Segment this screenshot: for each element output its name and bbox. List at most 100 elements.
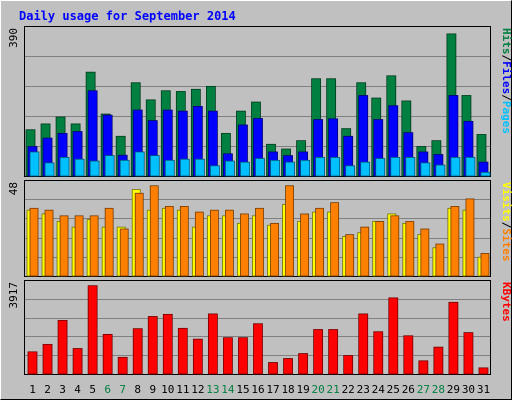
bar-sites-day-5 xyxy=(89,215,99,277)
x-tick-label-day-29: 29 xyxy=(447,383,460,396)
bar-sites-day-23 xyxy=(360,226,370,277)
bar-sites-day-17 xyxy=(270,222,279,277)
bar-pages-day-18 xyxy=(285,161,295,177)
bar-sites-day-6 xyxy=(104,207,114,277)
x-tick-label-day-17: 17 xyxy=(266,383,279,396)
x-tick-label-day-20: 20 xyxy=(312,383,325,396)
bar-pages-day-13 xyxy=(209,165,220,177)
bar-sites-day-10 xyxy=(164,206,174,277)
bar-kbytes-day-13 xyxy=(207,313,218,375)
bar-pages-day-25 xyxy=(390,157,401,177)
x-tick-label-day-28: 28 xyxy=(432,383,445,396)
bar-pages-day-23 xyxy=(360,161,371,177)
bar-kbytes-day-14 xyxy=(223,337,233,375)
x-tick-label-day-4: 4 xyxy=(74,383,81,396)
bar-kbytes-day-7 xyxy=(117,356,128,375)
bar-kbytes-day-26 xyxy=(403,335,414,375)
bar-sites-day-28 xyxy=(435,243,445,277)
bar-kbytes-day-31 xyxy=(478,367,489,375)
x-tick-label-day-6: 6 xyxy=(104,383,111,396)
bar-pages-day-31 xyxy=(480,171,491,177)
bar-kbytes-day-24 xyxy=(373,331,384,375)
bar-pages-day-14 xyxy=(225,160,235,177)
bar-kbytes-day-4 xyxy=(72,348,83,375)
bar-pages-day-20 xyxy=(315,157,326,177)
x-tick-label-day-13: 13 xyxy=(206,383,219,396)
bar-kbytes-day-15 xyxy=(238,337,248,375)
bar-sites-day-31 xyxy=(480,253,490,277)
bar-kbytes-day-16 xyxy=(253,323,263,375)
bar-pages-day-21 xyxy=(330,157,341,177)
bar-sites-day-13 xyxy=(209,209,219,277)
x-tick-label-day-22: 22 xyxy=(342,383,355,396)
bar-sites-day-12 xyxy=(194,211,204,277)
x-tick-label-day-18: 18 xyxy=(281,383,294,396)
bar-kbytes-day-3 xyxy=(57,319,68,375)
bar-pages-day-16 xyxy=(255,158,265,177)
legend-label-kbytes: KBytes xyxy=(500,282,512,322)
bar-kbytes-day-28 xyxy=(433,346,444,375)
bar-sites-day-14 xyxy=(225,209,234,277)
bar-sites-day-22 xyxy=(345,234,355,277)
x-tick-label-day-30: 30 xyxy=(462,383,475,396)
bar-sites-day-11 xyxy=(179,206,189,277)
bar-kbytes-day-21 xyxy=(328,329,339,375)
bar-kbytes-day-20 xyxy=(313,329,324,375)
x-tick-label-day-27: 27 xyxy=(417,383,430,396)
bar-sites-day-30 xyxy=(465,198,475,277)
x-tick-label-day-14: 14 xyxy=(221,383,235,396)
bar-sites-day-8 xyxy=(134,192,144,277)
bar-pages-day-15 xyxy=(240,161,250,177)
x-tick-label-day-21: 21 xyxy=(327,383,340,396)
bar-kbytes-day-19 xyxy=(298,353,308,375)
x-tick-label-day-7: 7 xyxy=(119,383,126,396)
x-tick-label-day-15: 15 xyxy=(236,383,249,396)
bar-pages-day-4 xyxy=(74,158,85,177)
bar-sites-day-20 xyxy=(315,207,325,277)
legend-label-files: Files xyxy=(500,61,512,94)
x-tick-label-day-9: 9 xyxy=(149,383,156,396)
legend-label-separator: / xyxy=(500,222,512,229)
bar-kbytes-day-6 xyxy=(102,333,113,375)
bar-pages-day-19 xyxy=(300,159,310,177)
bar-pages-day-12 xyxy=(194,158,205,177)
bar-sites-day-25 xyxy=(390,215,400,277)
bar-pages-day-3 xyxy=(59,157,70,177)
bar-kbytes-day-18 xyxy=(283,358,293,375)
bar-kbytes-day-30 xyxy=(463,332,474,375)
bar-kbytes-day-22 xyxy=(343,355,354,375)
x-tick-label-day-31: 31 xyxy=(477,383,490,396)
right-legend-middle: Visits/Sites xyxy=(500,182,512,262)
x-tick-label-day-12: 12 xyxy=(191,383,204,396)
x-tick-label-day-25: 25 xyxy=(387,383,400,396)
x-tick-label-day-3: 3 xyxy=(59,383,66,396)
bar-pages-day-17 xyxy=(270,159,280,177)
bar-sites-day-21 xyxy=(330,202,340,277)
bar-kbytes-day-10 xyxy=(162,313,173,375)
legend-label-hits: Hits xyxy=(500,28,512,55)
panel-frame xyxy=(24,180,491,277)
bar-pages-day-24 xyxy=(375,158,386,177)
panel-top: 390 Hits/Files/Pages xyxy=(7,26,512,177)
right-legend-top: Hits/Files/Pages xyxy=(500,28,512,134)
bar-kbytes-day-17 xyxy=(268,362,278,375)
bar-sites-day-2 xyxy=(44,209,54,277)
bar-kbytes-day-27 xyxy=(418,360,429,375)
bar-kbytes-day-1 xyxy=(27,351,38,375)
x-tick-label-day-11: 11 xyxy=(176,383,189,396)
bar-pages-day-27 xyxy=(420,162,431,177)
bar-pages-day-6 xyxy=(104,155,115,177)
bar-pages-day-10 xyxy=(164,159,175,177)
x-tick-label-day-19: 19 xyxy=(296,383,309,396)
bar-sites-day-29 xyxy=(450,206,460,277)
x-tick-label-day-5: 5 xyxy=(89,383,96,396)
bar-sites-day-16 xyxy=(255,207,264,277)
legend-label-separator: / xyxy=(500,94,512,101)
bar-kbytes-day-29 xyxy=(448,301,459,375)
x-tick-label-day-8: 8 xyxy=(134,383,141,396)
panel-frame xyxy=(24,26,491,177)
x-tick-label-day-26: 26 xyxy=(402,383,415,396)
